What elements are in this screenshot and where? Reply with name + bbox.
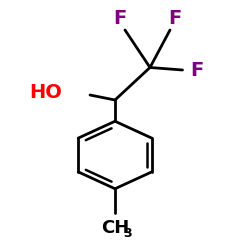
Text: F: F <box>168 8 182 28</box>
Text: HO: HO <box>30 83 62 102</box>
Text: 3: 3 <box>123 227 131 240</box>
Text: CH: CH <box>101 219 129 237</box>
Text: F: F <box>190 60 203 80</box>
Text: F: F <box>114 8 127 28</box>
